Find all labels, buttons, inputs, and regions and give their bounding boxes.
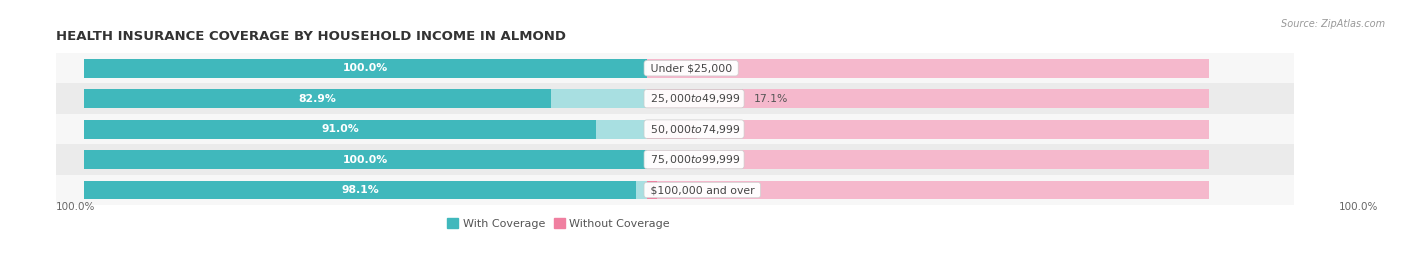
Bar xyxy=(84,59,647,78)
Text: 100.0%: 100.0% xyxy=(343,155,388,165)
Bar xyxy=(0,175,1294,205)
Bar xyxy=(84,180,647,200)
Bar xyxy=(647,89,742,108)
Text: $50,000 to $74,999: $50,000 to $74,999 xyxy=(647,123,741,136)
Text: 100.0%: 100.0% xyxy=(343,63,388,73)
Bar xyxy=(0,83,1294,114)
Text: 100.0%: 100.0% xyxy=(56,202,96,212)
Text: 82.9%: 82.9% xyxy=(298,94,336,104)
Text: Under $25,000: Under $25,000 xyxy=(647,63,735,73)
Text: 91.0%: 91.0% xyxy=(322,124,359,134)
Text: 100.0%: 100.0% xyxy=(1339,202,1378,212)
Text: HEALTH INSURANCE COVERAGE BY HOUSEHOLD INCOME IN ALMOND: HEALTH INSURANCE COVERAGE BY HOUSEHOLD I… xyxy=(56,30,567,43)
Bar xyxy=(647,120,1209,139)
Bar xyxy=(84,59,647,78)
Bar xyxy=(647,120,697,139)
Text: $75,000 to $99,999: $75,000 to $99,999 xyxy=(647,153,741,166)
Bar xyxy=(647,180,1209,200)
Text: 98.1%: 98.1% xyxy=(342,185,380,195)
Bar xyxy=(84,120,647,139)
Legend: With Coverage, Without Coverage: With Coverage, Without Coverage xyxy=(443,214,675,233)
Bar xyxy=(0,53,1294,83)
Bar xyxy=(0,114,1294,144)
Bar xyxy=(84,89,647,108)
Text: 17.1%: 17.1% xyxy=(754,94,789,104)
Bar xyxy=(647,180,658,200)
Text: 9.0%: 9.0% xyxy=(709,124,737,134)
Bar xyxy=(84,150,647,169)
Bar xyxy=(647,150,1209,169)
Bar xyxy=(84,180,636,200)
Text: 1.9%: 1.9% xyxy=(669,185,696,195)
Text: Source: ZipAtlas.com: Source: ZipAtlas.com xyxy=(1281,19,1385,29)
Bar xyxy=(0,144,1294,175)
Bar xyxy=(84,150,647,169)
Bar xyxy=(647,59,1209,78)
Bar xyxy=(647,89,1209,108)
Bar xyxy=(84,120,596,139)
Text: $25,000 to $49,999: $25,000 to $49,999 xyxy=(647,92,741,105)
Text: $100,000 and over: $100,000 and over xyxy=(647,185,758,195)
Bar xyxy=(84,89,551,108)
Text: 0.0%: 0.0% xyxy=(658,63,686,73)
Text: 0.0%: 0.0% xyxy=(658,155,686,165)
